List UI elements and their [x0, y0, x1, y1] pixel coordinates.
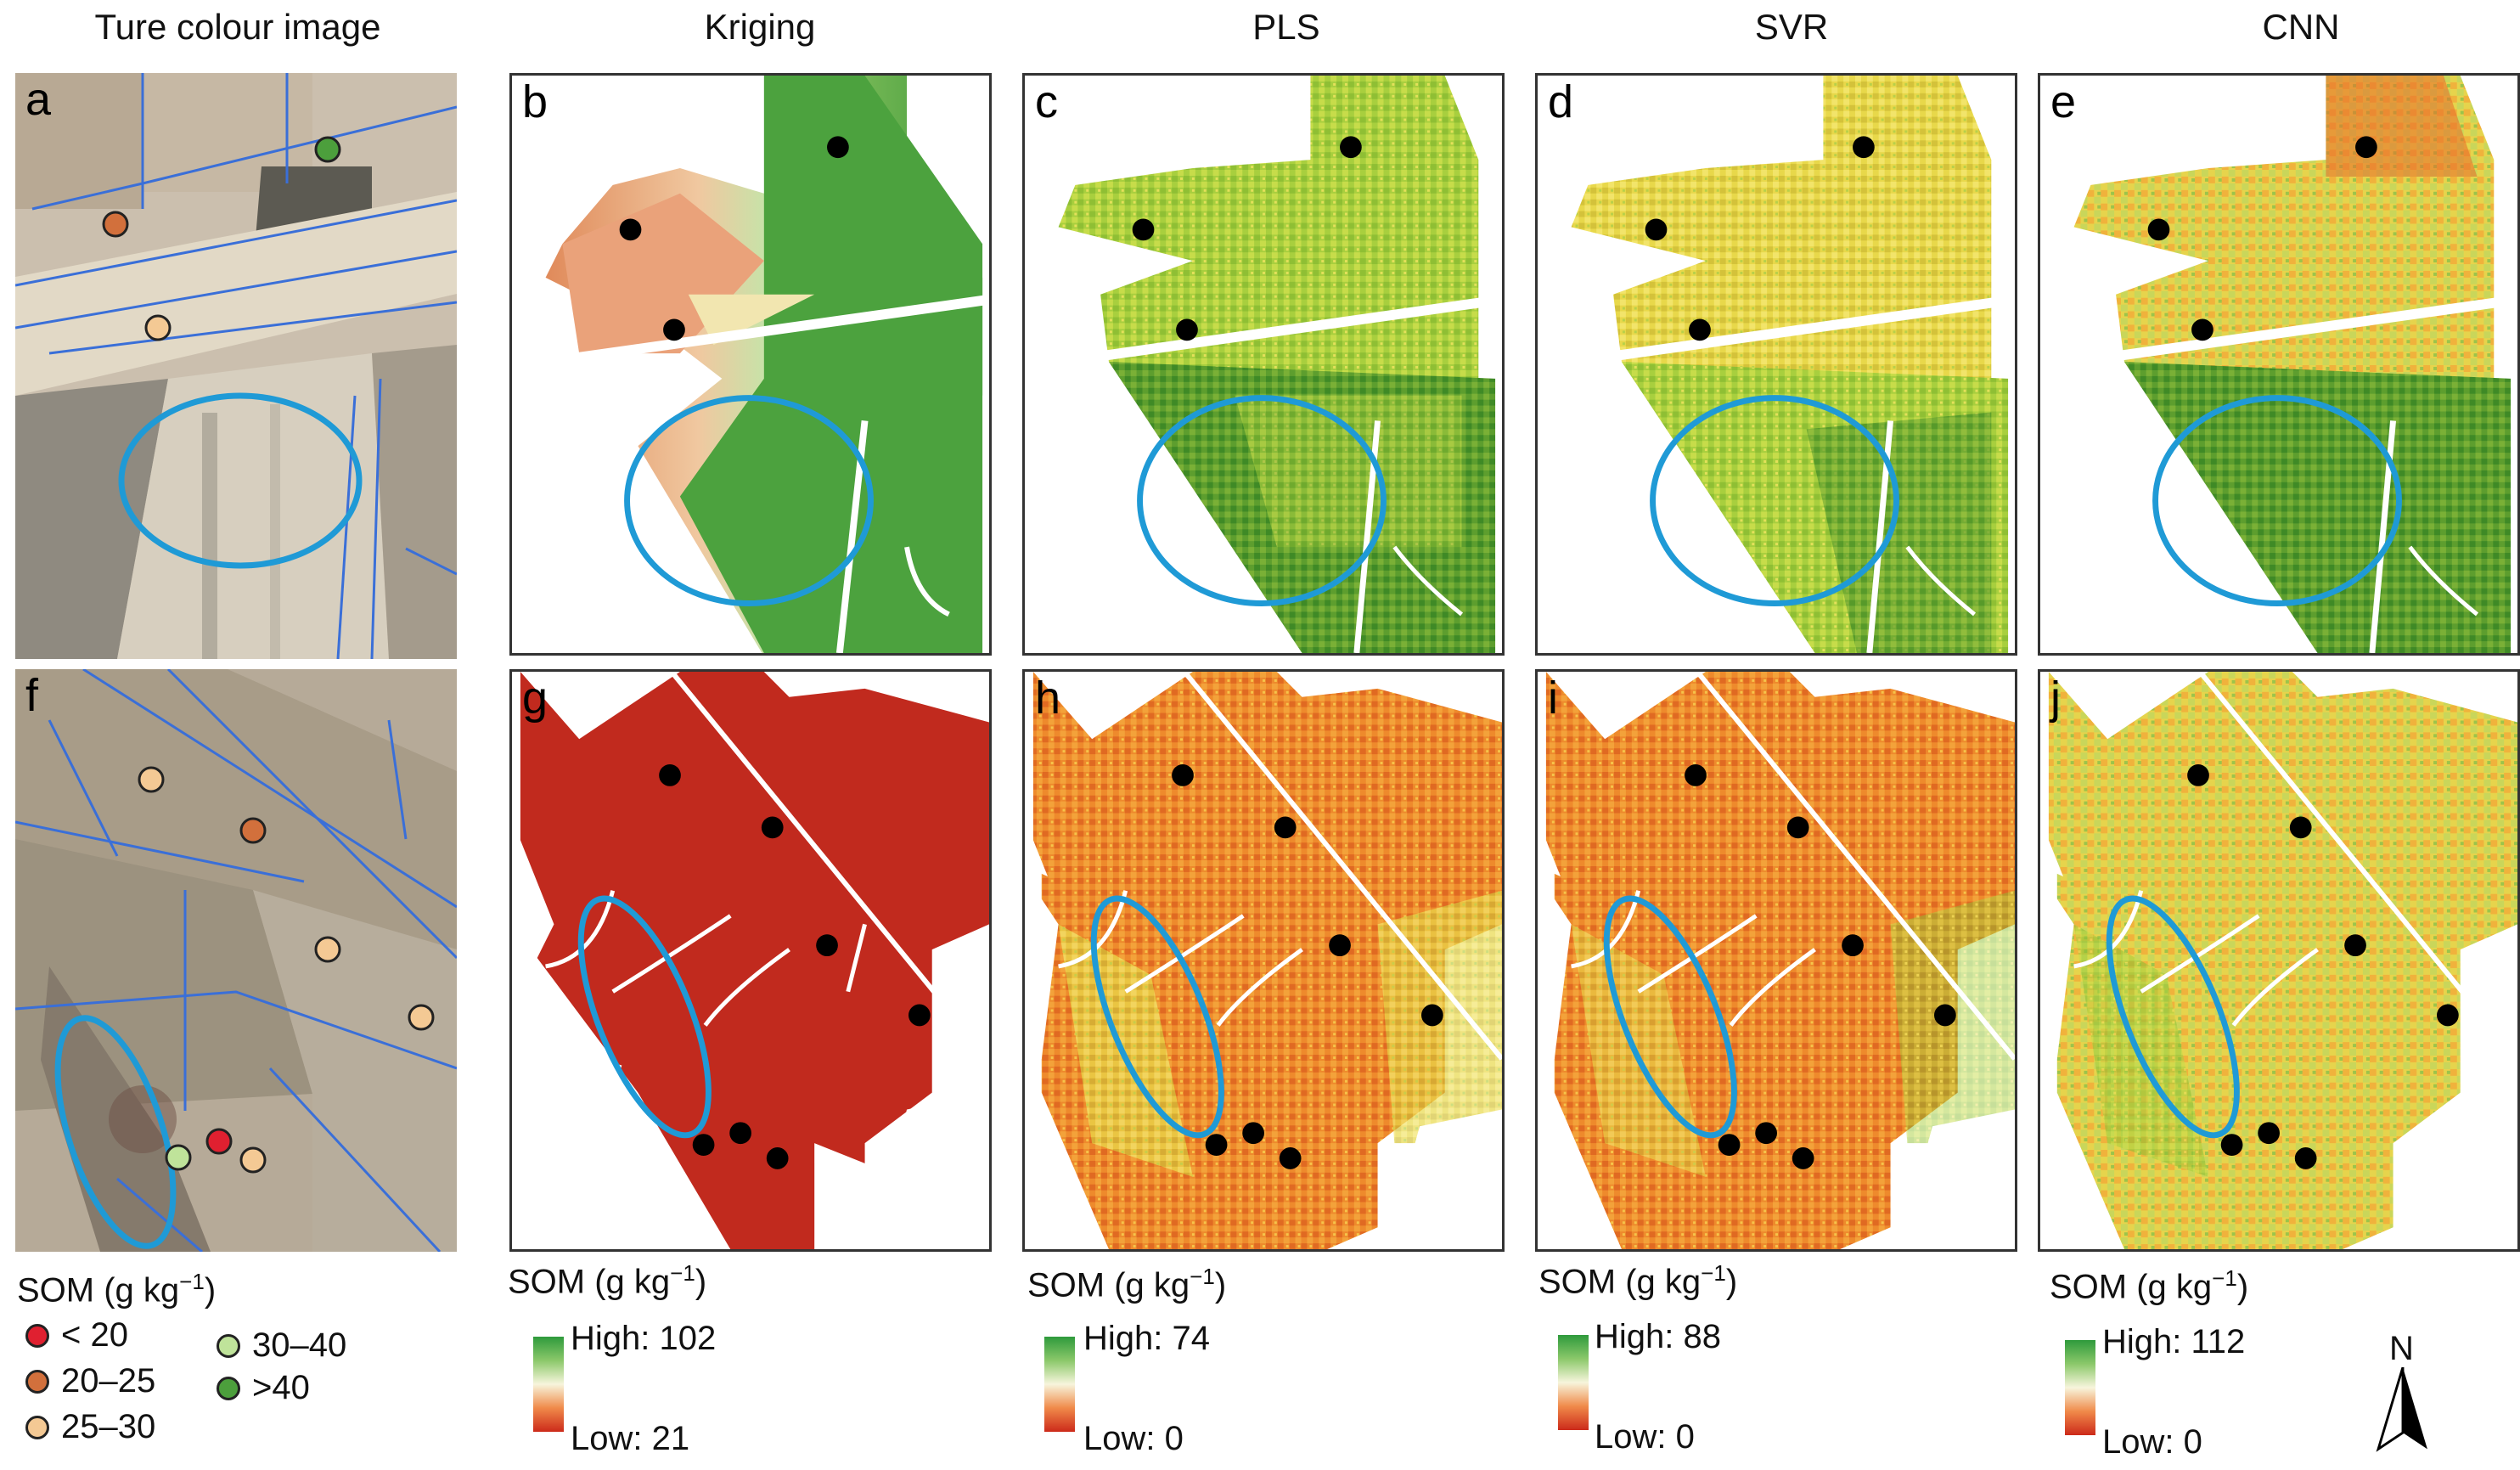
- green-dot-icon: [217, 1376, 240, 1400]
- cnn-map-e: [2041, 76, 2517, 653]
- map-panel-b: b: [509, 73, 992, 656]
- peach-dot-icon: [25, 1415, 49, 1439]
- ramp-high-kriging: High: 102: [571, 1320, 717, 1357]
- north-arrow-icon: [2376, 1367, 2427, 1452]
- color-ramp-cnn: [2065, 1340, 2095, 1435]
- panel-label-d: d: [1548, 76, 1574, 127]
- pls-map-h: [1025, 672, 1502, 1249]
- ramp-title-pls: SOM (g kg−1): [1027, 1264, 1227, 1304]
- color-ramp-pls: [1044, 1337, 1075, 1432]
- panel-label-h: h: [1035, 673, 1061, 724]
- column-title-kriging: Kriging: [704, 7, 816, 47]
- kriging-map-g: [512, 672, 989, 1249]
- sample-point: [102, 211, 129, 238]
- map-panel-a: a: [15, 73, 457, 659]
- sample-point: [138, 766, 165, 793]
- column-title-cnn: CNN: [2262, 7, 2340, 47]
- svr-map-d: [1538, 76, 2014, 653]
- pls-map-c: [1026, 76, 1501, 653]
- column-title-pls: PLS: [1252, 7, 1320, 47]
- color-ramp-svr: [1558, 1335, 1589, 1430]
- sample-point: [165, 1144, 192, 1171]
- map-panel-f: f: [15, 669, 457, 1252]
- red-dot-icon: [25, 1323, 49, 1348]
- panel-label-i: i: [1548, 673, 1558, 724]
- ramp-title-cnn: SOM (g kg−1): [2050, 1265, 2249, 1306]
- sample-point: [239, 1146, 267, 1174]
- panel-label-a: a: [25, 74, 52, 125]
- light-green-dot-icon: [217, 1333, 240, 1358]
- true-colour-image-f: [15, 669, 457, 1252]
- panel-label-j: j: [2050, 673, 2061, 724]
- map-panel-d: d: [1535, 73, 2017, 656]
- sample-point: [314, 936, 341, 963]
- map-panel-i: i: [1535, 669, 2017, 1252]
- ramp-high-pls: High: 74: [1083, 1320, 1210, 1357]
- panel-label-g: g: [522, 673, 548, 724]
- ramp-low-kriging: Low: 21: [571, 1420, 690, 1457]
- ramp-low-svr: Low: 0: [1595, 1418, 1695, 1456]
- legend-item-20-25: 20–25: [25, 1362, 155, 1400]
- map-panel-c: c: [1022, 73, 1505, 656]
- panel-label-e: e: [2050, 76, 2077, 127]
- panel-label-f: f: [25, 670, 39, 721]
- orange-dot-icon: [25, 1369, 49, 1394]
- color-ramp-kriging: [533, 1337, 564, 1432]
- north-label: N: [2389, 1330, 2414, 1367]
- legend-item-25-30: 25–30: [25, 1408, 155, 1446]
- ramp-title-kriging: SOM (g kg−1): [508, 1260, 707, 1301]
- ramp-high-svr: High: 88: [1595, 1318, 1721, 1355]
- legend-item-gt40: >40: [217, 1369, 310, 1407]
- ramp-title-svr: SOM (g kg−1): [1538, 1260, 1738, 1301]
- kriging-map-b: [513, 76, 988, 653]
- ramp-high-cnn: High: 112: [2102, 1323, 2246, 1360]
- map-panel-g: g: [509, 669, 992, 1252]
- cnn-map-j: [2040, 672, 2517, 1249]
- sample-point: [408, 1004, 435, 1031]
- ramp-low-pls: Low: 0: [1083, 1420, 1184, 1457]
- sample-legend-title: SOM (g kg−1): [17, 1269, 217, 1309]
- legend-item-30-40: 30–40: [217, 1326, 346, 1365]
- svr-map-i: [1538, 672, 2015, 1249]
- map-panel-j: j: [2038, 669, 2520, 1252]
- column-title-true-colour: Ture colour image: [94, 7, 381, 47]
- panel-label-b: b: [522, 76, 548, 127]
- sample-point: [239, 817, 267, 844]
- sample-point: [144, 314, 172, 341]
- sample-point: [205, 1128, 233, 1155]
- ramp-low-cnn: Low: 0: [2102, 1423, 2202, 1461]
- sample-point: [314, 136, 341, 163]
- north-arrow: N: [2369, 1330, 2437, 1457]
- column-title-svr: SVR: [1754, 7, 1829, 47]
- map-panel-h: h: [1022, 669, 1505, 1252]
- legend-item-lt20: < 20: [25, 1316, 128, 1355]
- true-colour-image-a: [15, 73, 457, 659]
- map-panel-e: e: [2038, 73, 2520, 656]
- panel-label-c: c: [1035, 76, 1058, 127]
